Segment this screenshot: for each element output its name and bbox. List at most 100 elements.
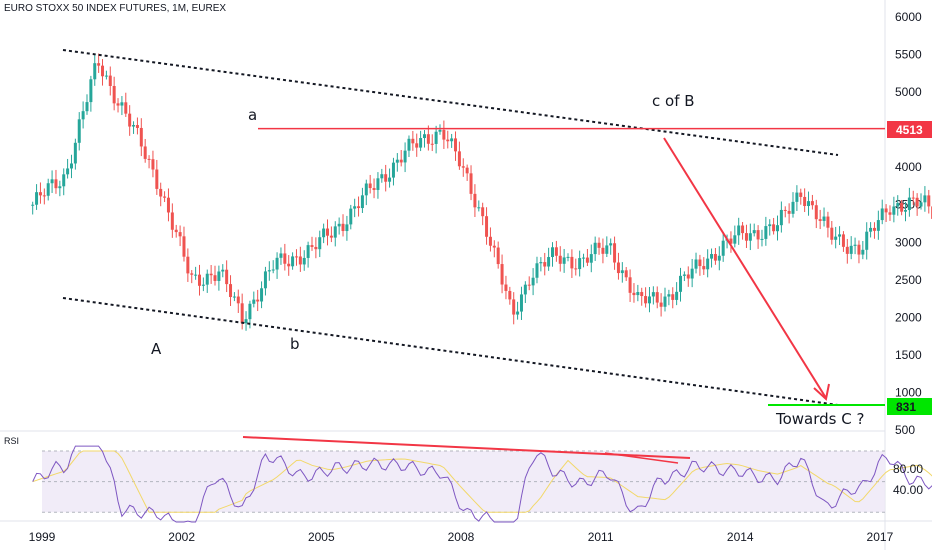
candle-body (81, 111, 85, 120)
candle-body (430, 143, 434, 145)
candle-body (97, 63, 101, 66)
candle-body (454, 138, 458, 152)
candle-body (422, 134, 426, 139)
candle-body (834, 236, 838, 240)
candle-body (814, 205, 818, 220)
y-tick-label: 1000 (895, 385, 922, 399)
candle-body (244, 319, 248, 324)
candle-body (535, 263, 539, 278)
x-tick-label: 2002 (168, 530, 195, 544)
candle-body (876, 220, 880, 231)
candle-body (372, 188, 376, 190)
candle-body (438, 129, 442, 132)
candle-body (384, 174, 388, 182)
candle-body (267, 270, 271, 272)
candle-body (512, 299, 516, 315)
candle-body (69, 163, 73, 169)
candle-body (135, 125, 139, 128)
candle-body (597, 242, 601, 248)
candle-body (675, 291, 679, 300)
candle-body (869, 227, 873, 232)
candle-body (508, 290, 512, 300)
candle-body (516, 311, 520, 315)
candle-body (364, 183, 368, 196)
candle-body (101, 65, 105, 77)
candle-body (322, 228, 326, 238)
candle-body (849, 245, 853, 254)
candle-body (108, 75, 112, 86)
candle-body (209, 273, 213, 276)
candle-body (190, 273, 194, 275)
candle-body (911, 197, 915, 199)
candle-body (566, 256, 570, 258)
candle-body (31, 204, 35, 206)
candle-body (446, 139, 450, 142)
candle-body (574, 268, 578, 270)
candle-body (89, 79, 93, 103)
candle-body (900, 203, 904, 212)
candle-body (376, 178, 380, 190)
candle-body (799, 192, 803, 197)
candle-body (783, 209, 787, 211)
candle-body (225, 269, 229, 285)
candle-body (772, 224, 776, 232)
candle-body (779, 209, 783, 226)
candle-body (667, 294, 671, 297)
candle-body (904, 210, 908, 212)
candle-body (306, 245, 310, 258)
candle-body (694, 259, 698, 269)
candle-body (496, 247, 500, 265)
candle-body (42, 195, 46, 197)
candle-body (415, 143, 419, 148)
candle-body (326, 228, 330, 236)
candle-body (892, 206, 896, 215)
candle-body (737, 225, 741, 236)
rsi-panel (32, 436, 932, 523)
candle-body (562, 257, 566, 264)
candle-body (360, 195, 364, 209)
rsi-ma-line (32, 450, 932, 513)
candle-body (353, 206, 357, 209)
candle-body (112, 85, 116, 104)
candle-body (380, 174, 384, 179)
candle-body (624, 270, 628, 278)
candle-body (710, 254, 714, 259)
candlesticks (31, 53, 932, 331)
candle-body (143, 146, 147, 159)
candle-body (601, 247, 605, 254)
wave-label-towards-C: Towards C ? (775, 410, 864, 428)
candle-body (539, 262, 543, 264)
candle-body (822, 216, 826, 221)
price-tag-low-label: 831 (896, 400, 916, 414)
candle-body (124, 102, 128, 114)
candle-body (194, 274, 198, 276)
candle-body (589, 254, 593, 263)
candle-body (248, 303, 252, 320)
candle-body (426, 134, 430, 144)
candle-body (213, 275, 217, 281)
candle-body (570, 256, 574, 269)
candle-body (461, 166, 465, 168)
candle-body (419, 138, 423, 148)
candle-body (159, 188, 163, 197)
candle-body (647, 296, 651, 304)
candle-body (260, 288, 264, 302)
candle-body (729, 238, 733, 244)
candle-body (492, 245, 496, 248)
candle-body (523, 284, 527, 295)
candle-body (442, 129, 446, 140)
candle-body (403, 150, 407, 163)
candle-body (609, 243, 613, 246)
x-tick-label: 2017 (867, 530, 894, 544)
candle-body (690, 268, 694, 279)
candle-body (915, 197, 919, 207)
candle-body (686, 274, 690, 279)
candle-body (38, 192, 42, 196)
candle-body (166, 197, 170, 213)
candle-body (857, 244, 861, 255)
rsi-line (32, 445, 932, 523)
candle-body (838, 234, 842, 237)
candle-body (232, 296, 236, 298)
candle-body (252, 299, 256, 304)
